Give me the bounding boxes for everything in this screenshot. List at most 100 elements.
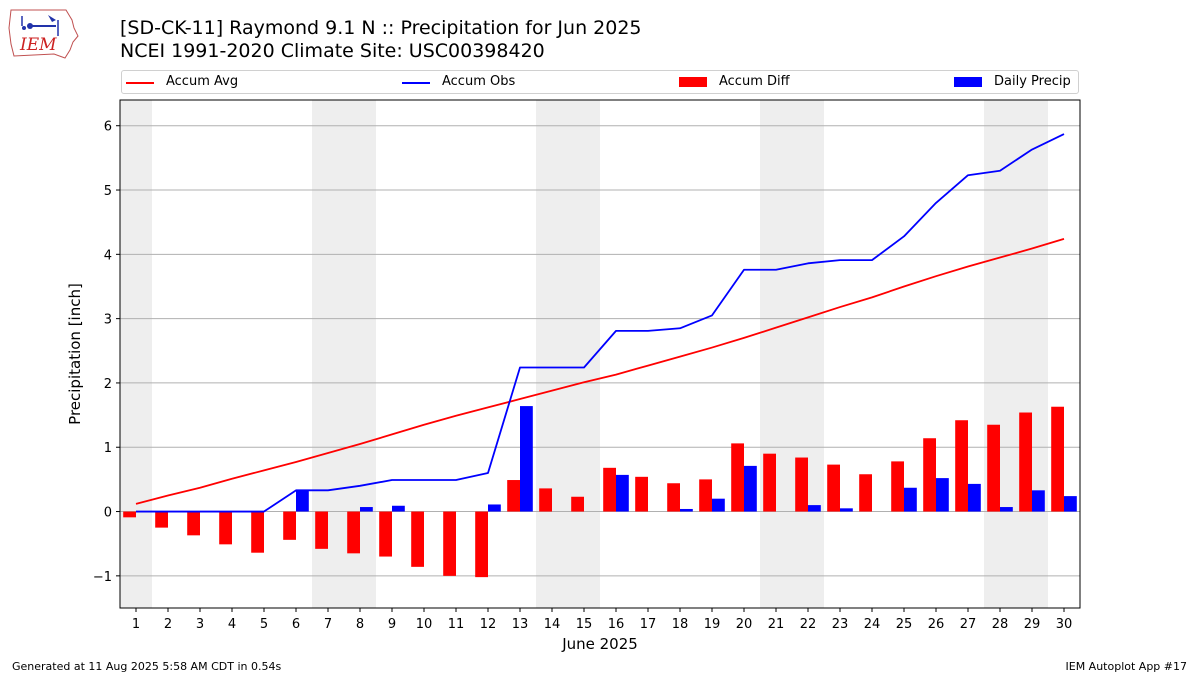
accum-diff-bar: [923, 438, 936, 512]
x-tick-label: 23: [832, 617, 849, 632]
legend-item-accum-diff: Accum Diff: [679, 73, 879, 91]
x-tick-label: 9: [388, 617, 396, 632]
accum-diff-bar: [603, 467, 616, 512]
x-tick-label: 24: [864, 617, 881, 632]
daily-precip-bar: [968, 483, 981, 512]
legend-label-accum-diff: Accum Diff: [719, 74, 790, 89]
accum-diff-bar: [347, 511, 360, 554]
weekend-shade: [120, 100, 152, 608]
y-tick-label: 2: [104, 377, 112, 392]
x-tick-label: 4: [228, 617, 236, 632]
x-tick-label: 10: [416, 617, 433, 632]
accum-diff-bar: [155, 511, 168, 528]
y-tick-label: 0: [104, 506, 112, 521]
x-tick-label: 12: [480, 617, 497, 632]
accum-diff-bar: [763, 453, 776, 512]
daily-precip-bar: [712, 498, 725, 512]
x-tick-label: 21: [768, 617, 785, 632]
legend-swatch-accum-diff: [679, 77, 707, 87]
accum-diff-bar: [123, 511, 136, 518]
daily-precip-bar: [936, 478, 949, 512]
accum-diff-bar: [187, 511, 200, 536]
accum-diff-bar: [251, 511, 264, 553]
x-tick-label: 18: [672, 617, 689, 632]
accum-avg-line: [135, 238, 1065, 505]
daily-precip-bar: [488, 504, 501, 512]
accum-diff-bar: [507, 480, 520, 512]
x-tick-label: 11: [448, 617, 465, 632]
daily-precip-bar: [520, 406, 533, 512]
accum-diff-bar: [667, 483, 680, 512]
daily-precip-bar: [392, 505, 405, 512]
iem-logo: IEM: [8, 9, 79, 59]
accum-diff-bar: [219, 511, 232, 545]
footer-app-text: IEM Autoplot App #17: [1065, 660, 1188, 673]
y-axis-label: Precipitation [inch]: [66, 283, 84, 425]
x-tick-label: 25: [896, 617, 913, 632]
x-tick-label: 28: [992, 617, 1009, 632]
weekend-shade: [536, 100, 600, 608]
logo-text: IEM: [19, 35, 57, 55]
x-tick-label: 19: [704, 617, 721, 632]
daily-precip-bar: [840, 508, 853, 512]
x-tick-label: 2: [164, 617, 172, 632]
legend-item-accum-avg: Accum Avg: [126, 73, 326, 91]
daily-precip-bar: [1032, 490, 1045, 512]
x-tick-label: 1: [132, 617, 140, 632]
y-tick-label: −1: [93, 570, 112, 585]
daily-precip-bar: [808, 505, 821, 512]
y-tick-label: 4: [104, 248, 112, 263]
x-tick-label: 5: [260, 617, 268, 632]
accum-diff-bar: [283, 511, 296, 540]
chart-title: [SD-CK-11] Raymond 9.1 N :: Precipitatio…: [120, 17, 642, 39]
daily-precip-bar: [1000, 507, 1013, 512]
x-axis-label: June 2025: [561, 635, 638, 653]
weekend-shade: [984, 100, 1048, 608]
daily-precip-bar: [744, 465, 757, 512]
x-tick-label: 8: [356, 617, 364, 632]
daily-precip-bar: [360, 507, 373, 512]
y-tick-label: 6: [104, 120, 112, 135]
y-tick-label: 5: [104, 184, 112, 199]
legend-label-accum-avg: Accum Avg: [166, 74, 239, 89]
daily-precip-bar: [680, 508, 693, 512]
x-tick-label: 3: [196, 617, 204, 632]
x-tick-label: 14: [544, 617, 561, 632]
y-tick-label: 3: [104, 313, 112, 328]
x-tick-label: 30: [1056, 617, 1073, 632]
accum-diff-bar: [859, 474, 872, 512]
legend-swatch-accum-avg: [126, 82, 154, 84]
plot-frame: [119, 99, 1081, 609]
accum-diff-bar: [411, 511, 424, 567]
x-tick-label: 29: [1024, 617, 1041, 632]
x-tick-label: 6: [292, 617, 300, 632]
footer-generated-text: Generated at 11 Aug 2025 5:58 AM CDT in …: [12, 660, 282, 673]
legend-item-accum-obs: Accum Obs: [402, 73, 602, 91]
weekend-shade: [760, 100, 824, 608]
daily-precip-bar: [1064, 496, 1077, 512]
x-tick-label: 20: [736, 617, 753, 632]
accum-diff-bar: [699, 479, 712, 512]
x-tick-label: 7: [324, 617, 332, 632]
accum-diff-bar: [1051, 406, 1064, 512]
accum-diff-bar: [443, 511, 456, 576]
accum-diff-bar: [827, 464, 840, 512]
accum-diff-bar: [635, 476, 648, 512]
chart-legend: Accum Avg Accum Obs Accum Diff Daily Pre…: [121, 70, 1079, 94]
accum-diff-bar: [987, 424, 1000, 512]
x-tick-label: 17: [640, 617, 657, 632]
legend-item-daily-precip: Daily Precip: [954, 73, 1074, 91]
legend-swatch-daily-precip: [954, 77, 982, 87]
x-tick-label: 15: [576, 617, 593, 632]
daily-precip-bar: [904, 487, 917, 512]
accum-diff-bar: [891, 461, 904, 512]
accum-obs-line: [136, 133, 1065, 513]
accum-diff-bar: [379, 511, 392, 557]
accum-diff-bar: [475, 511, 488, 578]
legend-label-accum-obs: Accum Obs: [442, 74, 516, 89]
x-tick-label: 22: [800, 617, 817, 632]
accum-diff-bar: [731, 443, 744, 512]
chart-subtitle: NCEI 1991-2020 Climate Site: USC00398420: [120, 40, 545, 62]
x-tick-label: 27: [960, 617, 977, 632]
x-tick-label: 26: [928, 617, 945, 632]
